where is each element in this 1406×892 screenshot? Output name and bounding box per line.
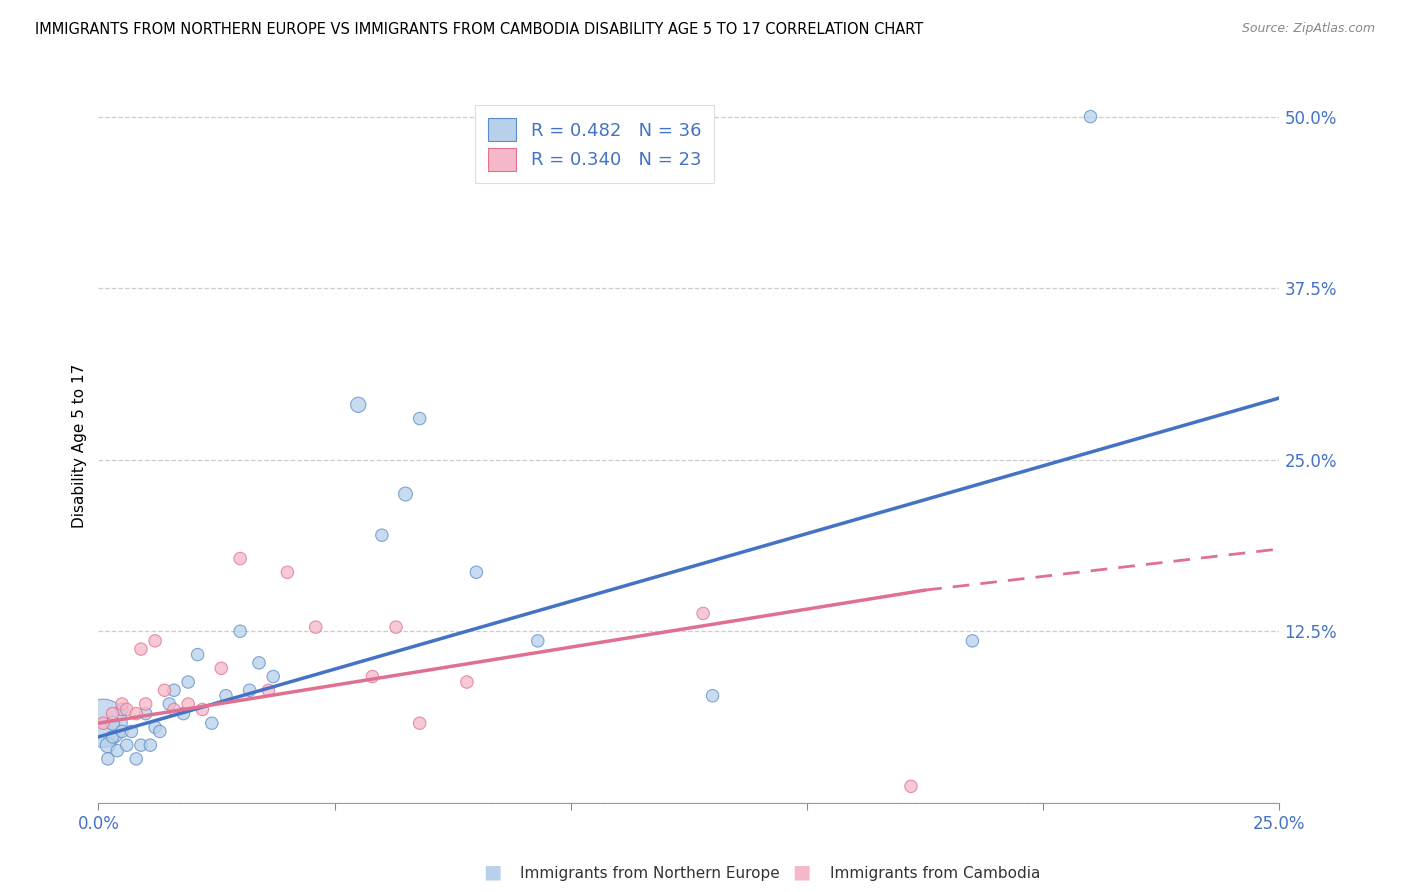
Point xyxy=(129,642,152,657)
Point xyxy=(201,716,224,731)
Point xyxy=(229,624,252,639)
Point xyxy=(347,398,370,412)
Point xyxy=(135,697,157,711)
Text: ■: ■ xyxy=(792,863,811,881)
Point xyxy=(276,566,298,580)
Point xyxy=(465,566,488,580)
Point xyxy=(153,683,176,698)
Point xyxy=(121,724,143,739)
Point xyxy=(91,716,114,731)
Point xyxy=(172,706,194,721)
Point xyxy=(105,744,128,758)
Point xyxy=(177,675,200,690)
Point xyxy=(702,689,724,703)
Point xyxy=(101,706,124,721)
Point xyxy=(361,669,384,683)
Point xyxy=(394,487,416,501)
Text: Immigrants from Northern Europe: Immigrants from Northern Europe xyxy=(520,866,780,881)
Point xyxy=(111,724,134,739)
Text: ■: ■ xyxy=(482,863,502,881)
Point xyxy=(408,411,430,425)
Point xyxy=(408,716,430,731)
Point xyxy=(135,706,157,721)
Point xyxy=(187,648,209,662)
Point xyxy=(115,738,138,752)
Point xyxy=(143,633,166,648)
Point xyxy=(191,702,214,716)
Point xyxy=(239,683,262,698)
Point xyxy=(129,738,152,752)
Point xyxy=(149,724,172,739)
Y-axis label: Disability Age 5 to 17: Disability Age 5 to 17 xyxy=(72,364,87,528)
Point xyxy=(157,697,180,711)
Point xyxy=(209,661,232,675)
Point xyxy=(257,683,280,698)
Point xyxy=(247,656,270,670)
Point xyxy=(456,675,478,690)
Point xyxy=(215,689,238,703)
Point xyxy=(111,702,134,716)
Text: Immigrants from Cambodia: Immigrants from Cambodia xyxy=(830,866,1040,881)
Point xyxy=(262,669,284,683)
Point xyxy=(97,752,120,766)
Point xyxy=(111,697,134,711)
Point xyxy=(115,702,138,716)
Point xyxy=(900,780,922,794)
Point xyxy=(101,730,124,744)
Point xyxy=(125,706,148,721)
Point xyxy=(385,620,408,634)
Point xyxy=(305,620,328,634)
Point xyxy=(143,720,166,734)
Point xyxy=(101,716,124,731)
Point xyxy=(163,683,186,698)
Point xyxy=(177,697,200,711)
Text: Source: ZipAtlas.com: Source: ZipAtlas.com xyxy=(1241,22,1375,36)
Text: IMMIGRANTS FROM NORTHERN EUROPE VS IMMIGRANTS FROM CAMBODIA DISABILITY AGE 5 TO : IMMIGRANTS FROM NORTHERN EUROPE VS IMMIG… xyxy=(35,22,924,37)
Point xyxy=(692,607,714,621)
Point xyxy=(163,702,186,716)
Point xyxy=(371,528,394,542)
Point xyxy=(125,752,148,766)
Point xyxy=(526,633,548,648)
Point xyxy=(1080,110,1102,124)
Point xyxy=(91,716,114,731)
Point xyxy=(229,551,252,566)
Point xyxy=(139,738,162,752)
Point xyxy=(97,738,120,752)
Legend: R = 0.482   N = 36, R = 0.340   N = 23: R = 0.482 N = 36, R = 0.340 N = 23 xyxy=(475,105,714,184)
Point xyxy=(962,633,984,648)
